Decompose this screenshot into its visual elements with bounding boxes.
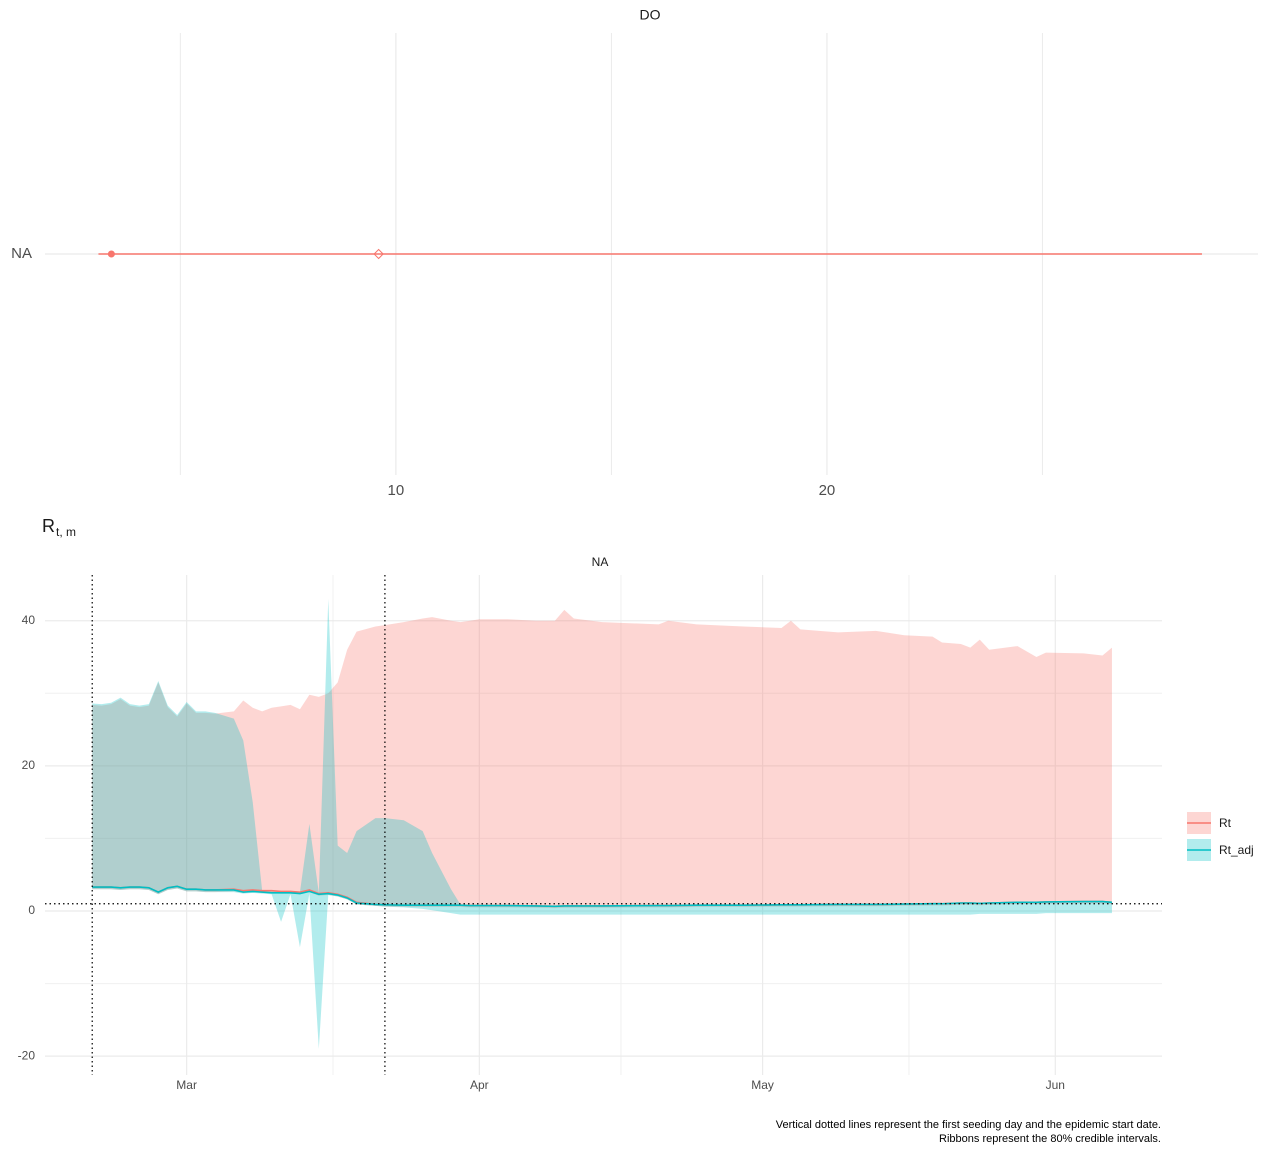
ribbon (92, 609, 1112, 909)
x-tick-label: Mar (176, 1078, 197, 1092)
y-tick-label: NA (11, 245, 32, 262)
facet-label: NA (592, 555, 609, 569)
open-point (373, 248, 384, 260)
x-tick-label: Apr (470, 1078, 489, 1092)
x-tick-label: 10 (388, 482, 405, 499)
legend-label: Rt_adj (1219, 843, 1254, 857)
y-tick-label: 20 (22, 758, 36, 772)
x-tick-label: May (751, 1078, 774, 1092)
x-tick-label: Jun (1046, 1078, 1065, 1092)
y-axis-label: Rt, m (42, 516, 76, 539)
caption: Ribbons represent the 80% credible inter… (939, 1133, 1161, 1145)
caption: Vertical dotted lines represent the firs… (776, 1119, 1161, 1131)
x-tick-label: 20 (819, 482, 836, 499)
legend-label: Rt (1219, 816, 1232, 830)
panel-title: DO (640, 7, 661, 23)
point (107, 250, 115, 258)
line (92, 885, 1113, 908)
y-axis-label-main: R (42, 516, 55, 536)
y-tick-label: 0 (28, 903, 35, 917)
y-tick-label: -20 (18, 1048, 36, 1062)
y-axis-label-sub: t, m (56, 525, 76, 539)
y-tick-label: 40 (22, 613, 36, 627)
